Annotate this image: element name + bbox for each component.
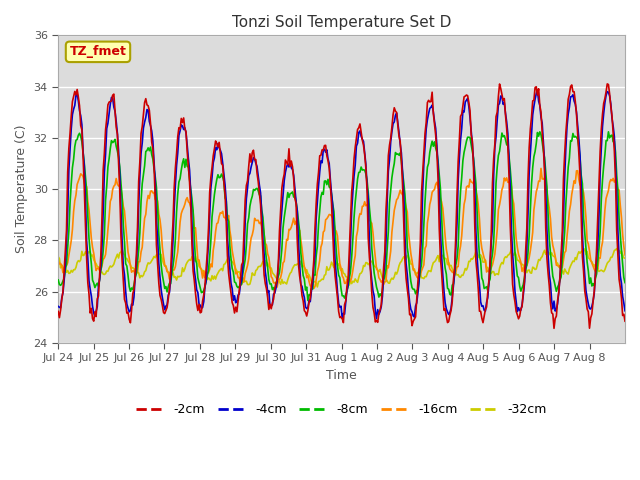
Y-axis label: Soil Temperature (C): Soil Temperature (C) [15, 125, 28, 253]
Text: TZ_fmet: TZ_fmet [70, 45, 127, 59]
Legend: -2cm, -4cm, -8cm, -16cm, -32cm: -2cm, -4cm, -8cm, -16cm, -32cm [131, 398, 552, 421]
X-axis label: Time: Time [326, 369, 357, 382]
Title: Tonzi Soil Temperature Set D: Tonzi Soil Temperature Set D [232, 15, 451, 30]
